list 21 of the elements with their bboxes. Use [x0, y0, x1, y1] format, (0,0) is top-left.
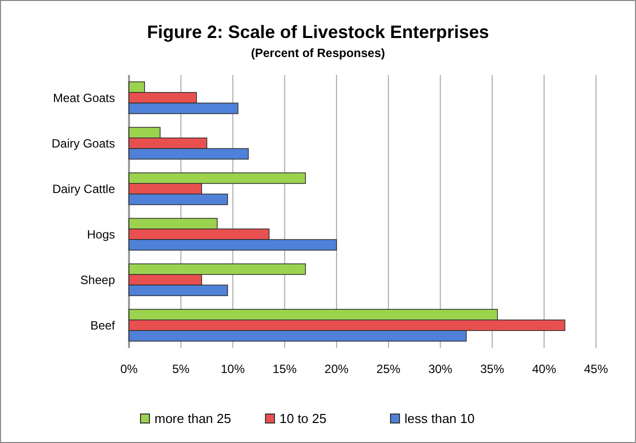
x-tick-label: 45% [584, 362, 608, 376]
chart-title: Figure 2: Scale of Livestock Enterprises [146, 22, 490, 42]
x-tick-label: 25% [376, 362, 401, 376]
x-tick-label: 30% [428, 362, 453, 376]
y-tick-label: Meat Goats [52, 90, 115, 105]
x-tick-label: 35% [480, 362, 505, 376]
x-tick-label: 5% [172, 362, 190, 376]
x-tick-label: 0% [120, 362, 138, 376]
legend-label: more than 25 [154, 411, 232, 426]
x-tick-label: 20% [324, 362, 349, 376]
y-tick-label: Dairy Goats [52, 136, 115, 150]
chart-subtitle: (Percent of Responses) [250, 46, 386, 60]
y-tick-label: Dairy Cattle [52, 182, 116, 196]
y-tick-label: Beef [90, 318, 116, 332]
legend-label: less than 10 [404, 411, 475, 426]
y-tick-label: Hogs [86, 227, 115, 242]
x-tick-label: 15% [272, 362, 297, 376]
legend-label: 10 to 25 [280, 411, 326, 426]
y-tick-label: Sheep [80, 272, 116, 287]
x-tick-label: 10% [220, 362, 246, 376]
x-tick-label: 40% [532, 362, 556, 376]
